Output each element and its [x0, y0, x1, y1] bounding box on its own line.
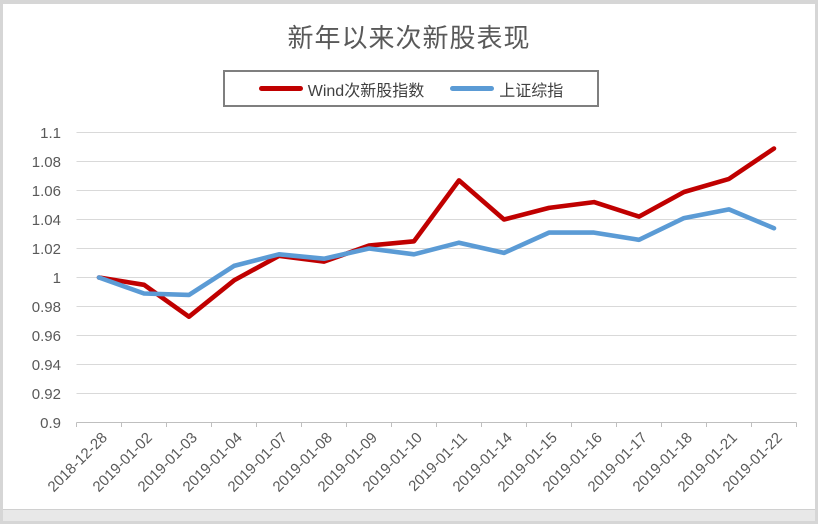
- legend: Wind次新股指数 上证综指: [223, 70, 599, 107]
- y-tick-label: 1.02: [32, 241, 61, 258]
- legend-label-wind: Wind次新股指数: [307, 82, 425, 100]
- y-tick-label: 1.08: [32, 154, 61, 171]
- y-tick-label: 0.92: [32, 386, 61, 403]
- y-tick-label: 1: [53, 270, 61, 287]
- y-tick-label: 0.94: [32, 357, 61, 374]
- y-tick-label: 1.1: [40, 125, 61, 142]
- legend-label-szzz: 上证综指: [499, 82, 564, 100]
- legend-item-wind: Wind次新股指数: [258, 77, 425, 101]
- szzz-series-line-icon: [450, 86, 495, 91]
- series-line-1: [96, 207, 777, 298]
- bottom-bar: [3, 509, 815, 521]
- wind-series-line-icon: [258, 86, 303, 91]
- legend-item-szzz: 上证综指: [450, 77, 563, 101]
- series-line-0: [96, 146, 777, 320]
- y-tick-label: 1.06: [32, 183, 61, 200]
- y-tick-label: 0.9: [40, 415, 61, 432]
- y-tick-label: 0.96: [32, 328, 61, 345]
- chart-title: 新年以来次新股表现: [287, 23, 531, 53]
- y-tick-label: 1.04: [32, 212, 61, 229]
- plot-area: 1.11.081.061.041.0210.980.960.940.920.92…: [32, 125, 797, 496]
- y-tick-label: 0.98: [32, 299, 61, 316]
